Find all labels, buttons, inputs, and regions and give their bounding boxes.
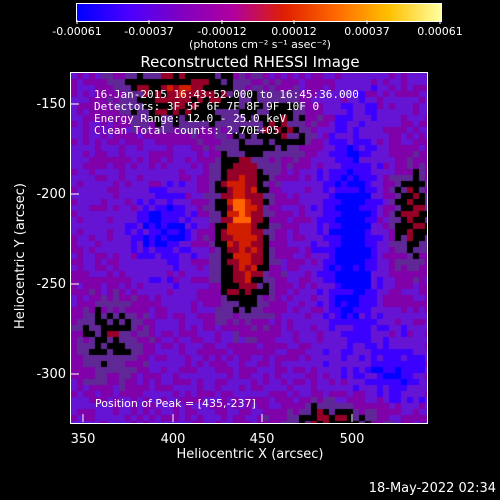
x-tick-label: 500 <box>339 432 365 447</box>
y-tick-label: -250 <box>36 277 66 292</box>
colorbar-gradient <box>77 4 441 21</box>
timestamp: 18-May-2022 02:34 <box>368 481 496 496</box>
colorbar-tick-label: 0.00037 <box>344 25 390 38</box>
info-line: 16-Jan-2015 16:43:52.000 to 16:45:36.000 <box>94 88 359 101</box>
peak-position-label: Position of Peak = [435,-237] <box>95 397 256 410</box>
x-axis-label: Heliocentric X (arcsec) <box>176 447 324 462</box>
colorbar-tick-label: -0.00037 <box>124 25 174 38</box>
x-tick-label: 350 <box>70 432 96 447</box>
x-tick-label: 450 <box>249 432 275 447</box>
y-tick-label: -150 <box>36 97 66 112</box>
colorbar <box>76 3 442 22</box>
colorbar-tick-label: -0.00061 <box>52 25 102 38</box>
colorbar-ticks <box>76 20 441 24</box>
info-line: Clean Total counts: 2.70E+05 <box>94 124 280 137</box>
colorbar-tick-label: 0.00061 <box>417 25 463 38</box>
colorbar-units-label: (photons cm⁻² s⁻¹ asec⁻²) <box>189 38 331 51</box>
colorbar-tick-label: -0.00012 <box>197 25 247 38</box>
info-line: Energy Range: 12.0 - 25.0 keV <box>94 112 287 125</box>
image-title: Reconstructed RHESSI Image <box>140 53 360 71</box>
x-tick-label: 400 <box>160 432 186 447</box>
info-line: Detectors: 3F 5F 6F 7F 8F 9F 10F 0 <box>94 100 320 113</box>
image-panel <box>70 72 428 424</box>
colorbar-tick-label: 0.00012 <box>271 25 317 38</box>
y-tick-label: -200 <box>36 187 66 202</box>
rhessi-image-canvas <box>71 73 427 423</box>
y-axis-label: Heliocentric Y (arcsec) <box>13 183 28 329</box>
y-tick-label: -300 <box>36 367 66 382</box>
